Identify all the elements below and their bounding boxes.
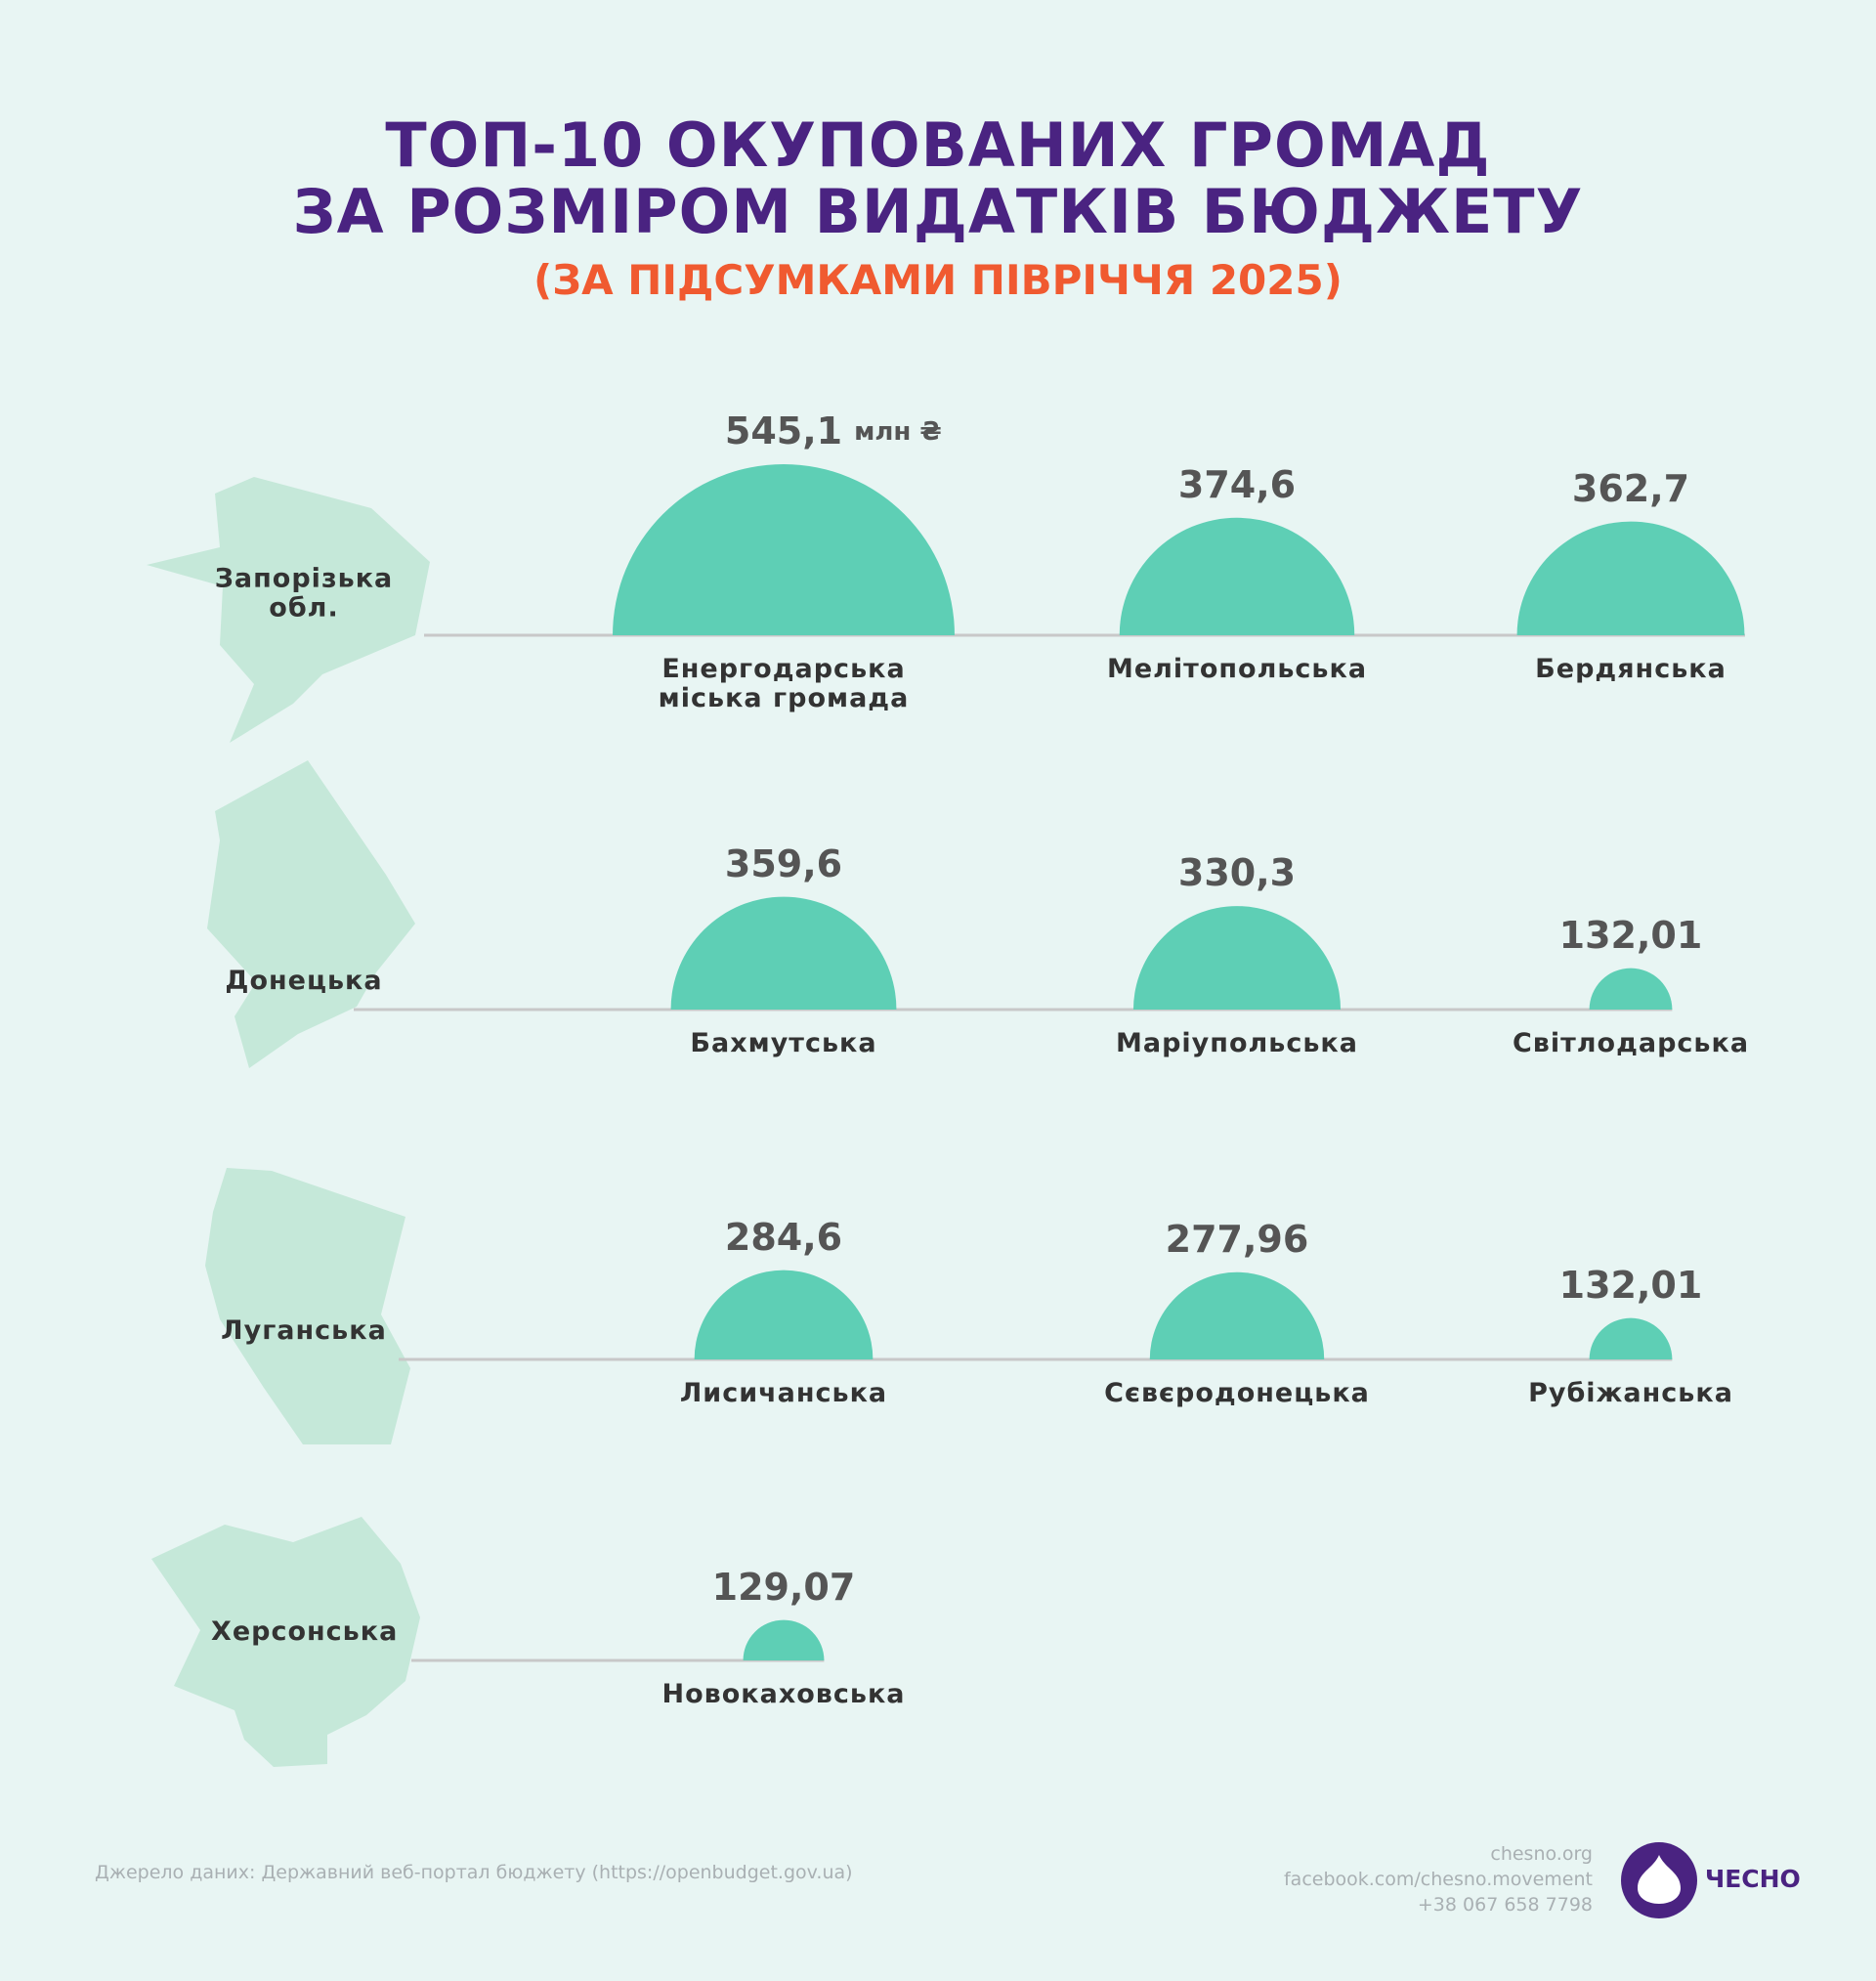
contact: chesno.org <box>1490 1843 1593 1865</box>
region-name: Донецька <box>225 966 383 997</box>
logo-text: ЧЕСНО <box>1705 1865 1801 1893</box>
logo-icon <box>1638 1855 1681 1904</box>
community-name: Енергодарська міська громада <box>658 654 910 713</box>
title-line: ТОП-10 ОКУПОВАНИХ ГРОМАД <box>385 109 1491 181</box>
contact: +38 067 658 7798 <box>1417 1894 1593 1916</box>
source: Джерело даних: Державний веб-портал бюдж… <box>95 1862 853 1883</box>
region-name: Запорізька обл. <box>214 563 394 623</box>
value-label: 132,01 <box>1558 1263 1703 1307</box>
community-name: Сєвєродонецька <box>1104 1378 1370 1408</box>
value-label: 359,6 <box>724 841 843 885</box>
semicircle <box>613 464 955 635</box>
value-label: 284,6 <box>724 1215 843 1259</box>
semicircle <box>743 1619 825 1660</box>
value-label: 330,3 <box>1177 850 1297 894</box>
semicircle <box>670 896 897 1010</box>
region-name: Луганська <box>221 1315 387 1347</box>
community-name: Бахмутська <box>690 1028 877 1058</box>
value-label: 362,7 <box>1571 466 1690 510</box>
subtitle: (ЗА ПІДСУМКАМИ ПІВРІЧЧЯ 2025) <box>533 256 1343 304</box>
value-label: 545,1 млн ₴ <box>724 409 942 453</box>
value-label: 374,6 <box>1177 462 1297 506</box>
community-name: Бердянська <box>1535 654 1727 684</box>
community-name: Мелітопольська <box>1106 654 1368 684</box>
semicircle <box>694 1270 874 1359</box>
semicircle <box>1119 517 1355 635</box>
semicircle <box>1149 1271 1325 1359</box>
region-shape <box>147 477 430 743</box>
region-name: Херсонська <box>211 1616 399 1648</box>
title-line: ЗА РОЗМІРОМ ВИДАТКІВ БЮДЖЕТУ <box>292 176 1584 247</box>
semicircle <box>1516 521 1745 635</box>
semicircle <box>1589 1317 1673 1359</box>
region-shape <box>205 1168 410 1444</box>
semicircle <box>1132 906 1342 1010</box>
value-label: 132,01 <box>1558 913 1703 957</box>
community-name: Новокаховська <box>661 1679 906 1709</box>
region-shape <box>207 760 415 1068</box>
semicircle <box>1589 968 1673 1010</box>
community-name: Маріупольська <box>1116 1028 1358 1058</box>
community-name: Лисичанська <box>679 1378 888 1408</box>
contact: facebook.com/chesno.movement <box>1283 1869 1593 1890</box>
unit: млн ₴ <box>854 417 942 448</box>
region-shape <box>151 1517 420 1767</box>
community-name: Світлодарська <box>1512 1028 1750 1058</box>
value-label: 277,96 <box>1165 1217 1309 1261</box>
value-label: 129,07 <box>711 1565 856 1609</box>
community-name: Рубіжанська <box>1528 1378 1733 1408</box>
